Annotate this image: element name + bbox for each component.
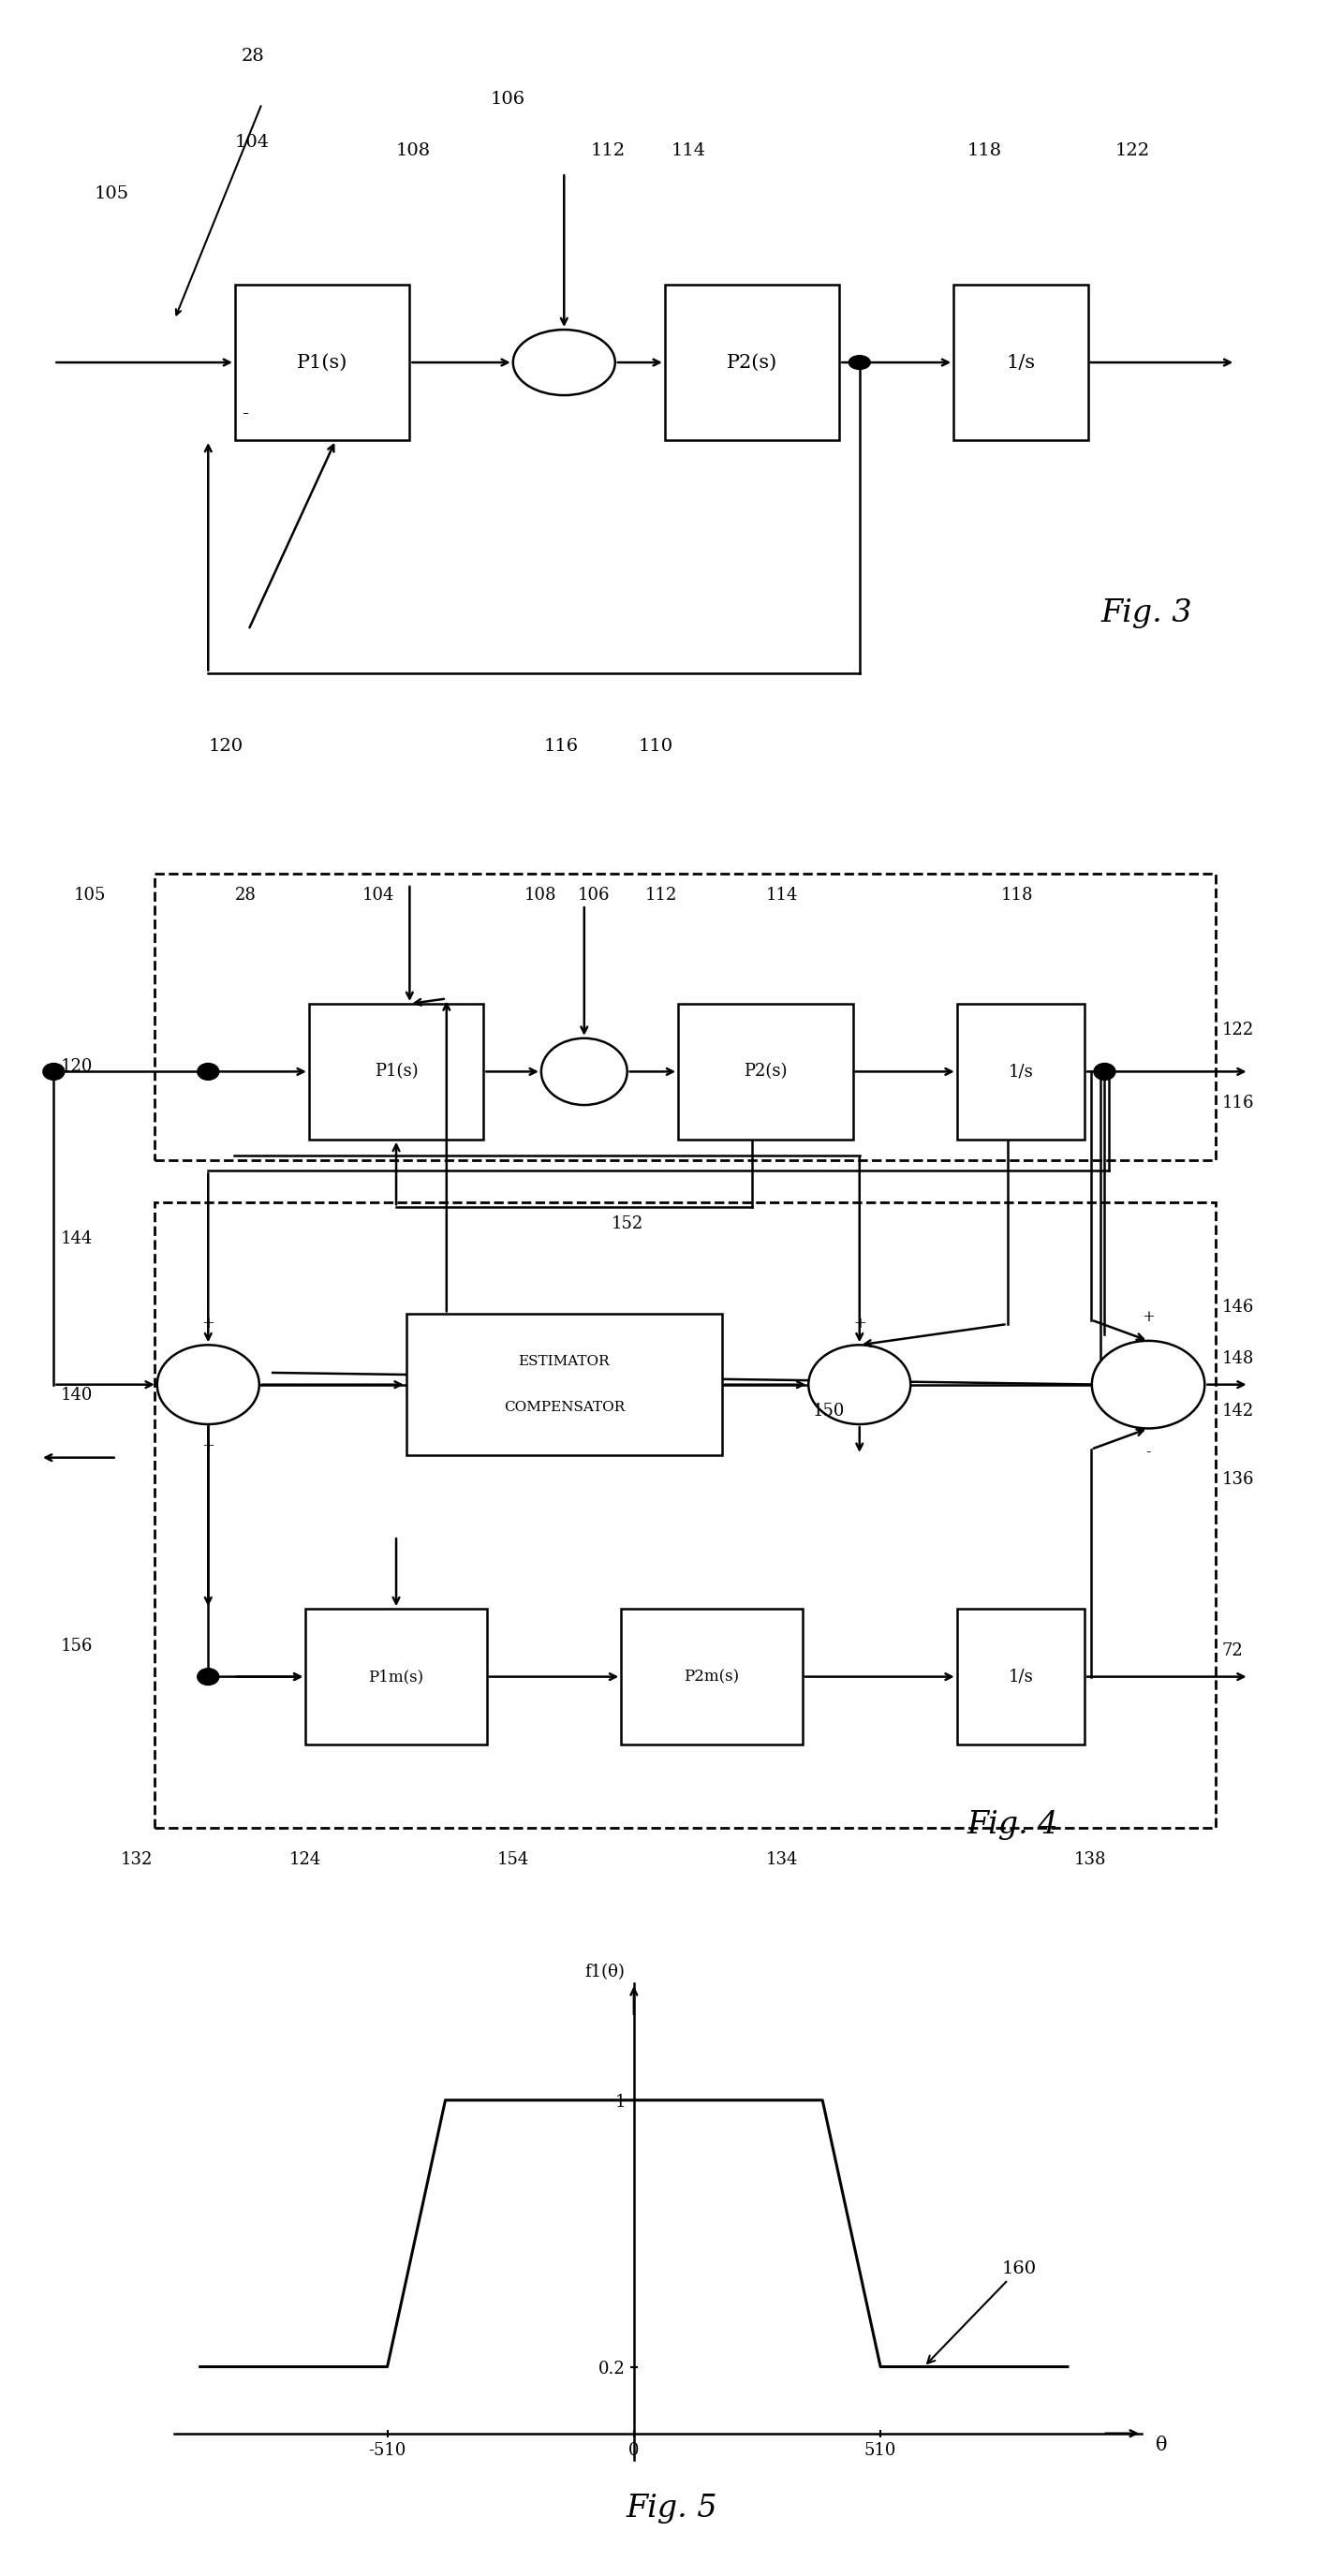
Bar	[305, 1610, 486, 1744]
Text: 140: 140	[60, 1386, 93, 1404]
Bar	[309, 1005, 483, 1139]
Bar	[154, 1203, 1215, 1829]
Bar	[954, 286, 1088, 440]
Text: +: +	[853, 1316, 866, 1332]
Text: +: +	[201, 1316, 215, 1332]
Text: θ: θ	[1156, 2437, 1168, 2455]
Text: 108: 108	[524, 886, 556, 904]
Text: 28: 28	[242, 46, 265, 64]
Text: 105: 105	[94, 185, 129, 204]
Text: 1/s: 1/s	[1009, 1064, 1033, 1079]
Circle shape	[157, 1345, 259, 1425]
Text: 138: 138	[1074, 1852, 1107, 1868]
Circle shape	[197, 1064, 219, 1079]
Text: 120: 120	[208, 737, 243, 755]
Bar	[620, 1610, 803, 1744]
Text: 154: 154	[497, 1852, 529, 1868]
Text: 134: 134	[766, 1852, 798, 1868]
Text: 122: 122	[1115, 142, 1150, 160]
Text: 104: 104	[363, 886, 395, 904]
Text: -: -	[1146, 1443, 1151, 1461]
Text: 108: 108	[396, 142, 431, 160]
Text: 148: 148	[1222, 1350, 1254, 1368]
Text: 118: 118	[967, 142, 1002, 160]
Text: 112: 112	[591, 142, 626, 160]
Text: Fig. 4: Fig. 4	[967, 1811, 1058, 1839]
Text: 1/s: 1/s	[1006, 353, 1035, 371]
Text: 120: 120	[60, 1059, 93, 1074]
Bar	[956, 1610, 1084, 1744]
Text: -: -	[857, 1437, 862, 1453]
Bar	[956, 1005, 1084, 1139]
Circle shape	[808, 1345, 911, 1425]
Bar	[235, 286, 410, 440]
Text: 142: 142	[1222, 1404, 1254, 1419]
Text: 124: 124	[289, 1852, 321, 1868]
Text: 132: 132	[121, 1852, 153, 1868]
Text: 150: 150	[813, 1404, 845, 1419]
Text: 146: 146	[1222, 1298, 1254, 1316]
Text: ESTIMATOR: ESTIMATOR	[518, 1355, 610, 1368]
Text: -: -	[242, 404, 248, 422]
Text: P2(s): P2(s)	[727, 353, 778, 371]
Bar	[406, 1314, 723, 1455]
Text: Fig. 5: Fig. 5	[626, 2494, 717, 2524]
Text: 72: 72	[1222, 1643, 1244, 1659]
Text: 116: 116	[1222, 1095, 1254, 1113]
Circle shape	[43, 1064, 64, 1079]
Text: 136: 136	[1222, 1471, 1254, 1486]
Text: 114: 114	[766, 886, 798, 904]
Circle shape	[513, 330, 615, 394]
Text: P1(s): P1(s)	[375, 1064, 418, 1079]
Text: 116: 116	[544, 737, 579, 755]
Circle shape	[849, 355, 870, 368]
Text: P2m(s): P2m(s)	[684, 1669, 740, 1685]
Text: 156: 156	[60, 1638, 93, 1654]
Text: Fig. 3: Fig. 3	[1101, 598, 1193, 629]
Text: P2(s): P2(s)	[744, 1064, 787, 1079]
Text: 105: 105	[74, 886, 106, 904]
Text: 122: 122	[1222, 1023, 1254, 1038]
Text: 104: 104	[235, 134, 270, 149]
Text: P1m(s): P1m(s)	[368, 1669, 424, 1685]
Circle shape	[1092, 1340, 1205, 1430]
Text: 1/s: 1/s	[1009, 1669, 1033, 1685]
Text: 114: 114	[672, 142, 706, 160]
Text: 144: 144	[60, 1231, 93, 1247]
Text: f1(θ): f1(θ)	[586, 1963, 626, 1981]
Text: +: +	[1142, 1309, 1155, 1327]
Text: 110: 110	[638, 737, 673, 755]
Text: 112: 112	[645, 886, 677, 904]
Text: 28: 28	[235, 886, 257, 904]
Text: 106: 106	[577, 886, 610, 904]
Text: COMPENSATOR: COMPENSATOR	[504, 1401, 624, 1414]
Circle shape	[541, 1038, 627, 1105]
Text: 118: 118	[1001, 886, 1033, 904]
Bar	[665, 286, 839, 440]
Text: 160: 160	[927, 2259, 1035, 2362]
Bar	[154, 873, 1215, 1159]
Circle shape	[197, 1669, 219, 1685]
Bar	[678, 1005, 853, 1139]
Text: 106: 106	[490, 90, 525, 108]
Text: +: +	[201, 1437, 215, 1453]
Text: P1(s): P1(s)	[297, 353, 348, 371]
Text: 152: 152	[611, 1216, 643, 1231]
Circle shape	[1093, 1064, 1115, 1079]
